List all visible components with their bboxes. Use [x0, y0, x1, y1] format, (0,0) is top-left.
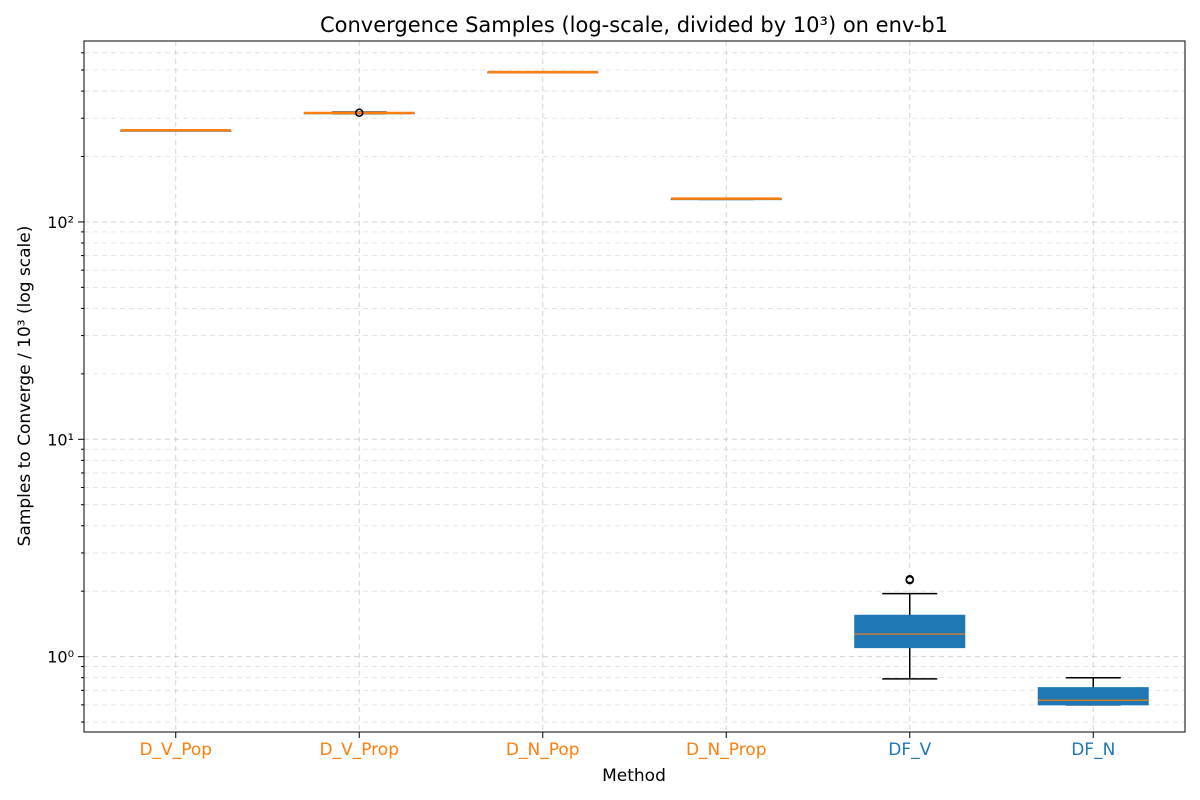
box-group — [120, 129, 232, 132]
box-group — [303, 108, 415, 117]
iqr-box — [1037, 687, 1149, 706]
box-series — [120, 70, 1149, 706]
iqr-box — [854, 614, 966, 649]
grid-lines — [84, 41, 1185, 732]
outlier-point — [905, 574, 914, 584]
outlier-point — [355, 108, 364, 117]
x-tick-label: DF_V — [888, 740, 931, 760]
x-tick-label: DF_N — [1071, 740, 1115, 760]
box-group — [1037, 676, 1149, 706]
x-tick-label: D_V_Prop — [320, 740, 399, 760]
y-axis-title: Samples to Converge / 10³ (log scale) — [15, 226, 35, 547]
x-tick-label: D_N_Pop — [506, 740, 580, 760]
chart-title: Convergence Samples (log-scale, divided … — [320, 13, 948, 37]
y-tick-label: 10² — [47, 213, 74, 232]
x-axis-ticks: D_V_Pop D_V_Prop D_N_Pop D_N_Prop DF_V DF_N — [139, 732, 1115, 760]
box-group — [854, 574, 966, 680]
x-tick-label: D_N_Prop — [686, 740, 767, 760]
box-group — [487, 70, 599, 74]
x-tick-label: D_V_Pop — [139, 740, 212, 760]
y-tick-label: 10¹ — [47, 430, 74, 449]
x-axis-title: Method — [602, 766, 666, 786]
y-axis-ticks: 10⁰ 10¹ 10² — [47, 52, 84, 723]
plot-frame — [83, 40, 1186, 733]
box-group — [670, 197, 782, 201]
y-tick-label: 10⁰ — [47, 648, 74, 667]
